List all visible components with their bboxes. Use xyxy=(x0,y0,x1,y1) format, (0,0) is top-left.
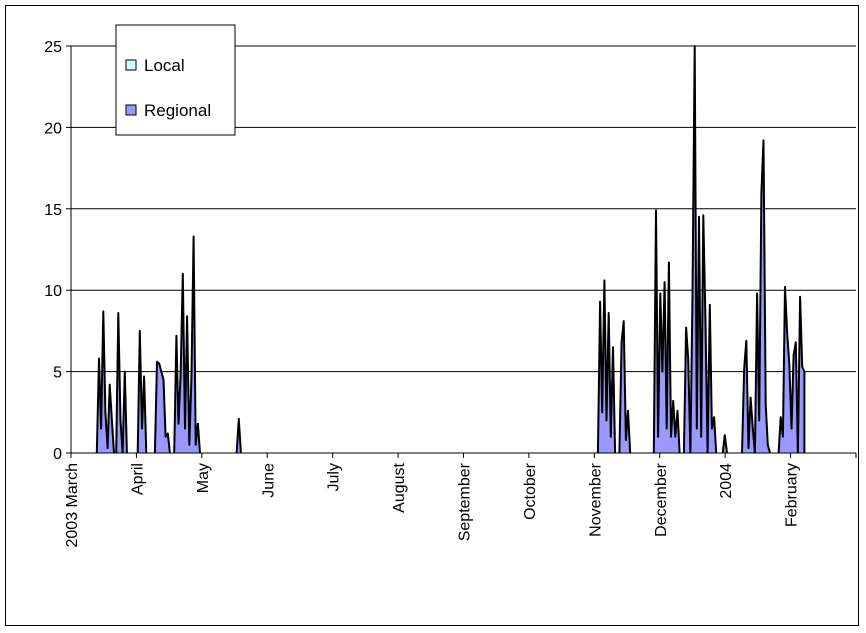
regional-line xyxy=(796,295,806,454)
area-chart: 0 5 10 15 20 25 2003 March April May June July Aug… xyxy=(44,24,857,548)
x-tick-label: July xyxy=(326,463,343,491)
x-tick-label: September xyxy=(457,462,474,541)
x-axis: 2003 March April May June July August Septembe… xyxy=(64,452,857,548)
x-tick-label: May xyxy=(195,463,212,493)
regional-area xyxy=(154,361,170,453)
regional-area xyxy=(96,311,114,453)
legend-swatch-local xyxy=(125,59,137,71)
regional-area xyxy=(797,296,805,453)
chart-frame: 0 5 10 15 20 25 2003 March April May June July Aug… xyxy=(5,5,859,626)
regional-area xyxy=(754,140,770,453)
legend: Local Regional xyxy=(115,24,236,136)
legend-box xyxy=(115,24,236,136)
regional-line xyxy=(721,434,728,454)
legend-label-regional: Regional xyxy=(144,101,211,120)
x-tick-label: November xyxy=(587,462,604,536)
regional-line xyxy=(95,310,115,454)
legend-label-local: Local xyxy=(144,56,185,75)
plot-area xyxy=(95,45,806,454)
y-axis: 0 5 10 15 20 25 xyxy=(44,39,72,463)
regional-line xyxy=(753,139,771,454)
y-tick-label: 10 xyxy=(44,283,62,300)
x-tick-label: December xyxy=(653,462,670,536)
regional-line xyxy=(115,312,124,454)
regional-line xyxy=(652,209,681,454)
x-tick-label: 2004 xyxy=(718,463,735,499)
regional-line xyxy=(682,326,692,454)
regional-line xyxy=(618,320,632,454)
x-tick-label: August xyxy=(391,462,408,512)
legend-swatch-regional xyxy=(125,104,137,116)
regional-line xyxy=(136,329,148,454)
x-tick-label: February xyxy=(784,463,801,527)
x-tick-label: October xyxy=(522,462,539,520)
regional-line xyxy=(741,339,756,454)
x-tick-label: April xyxy=(129,463,146,495)
regional-line xyxy=(121,370,128,454)
regional-line xyxy=(689,45,709,454)
x-tick-label: 2003 March xyxy=(64,463,81,548)
regional-line xyxy=(596,279,617,454)
regional-line xyxy=(173,235,201,454)
regional-line xyxy=(706,303,718,454)
regional-line xyxy=(235,417,242,454)
regional-line xyxy=(153,360,171,454)
y-tick-label: 25 xyxy=(44,39,62,56)
x-tick-label: June xyxy=(260,463,277,498)
regional-area xyxy=(597,280,616,453)
y-tick-label: 20 xyxy=(44,120,62,137)
y-tick-label: 5 xyxy=(53,365,62,382)
regional-area xyxy=(653,210,680,453)
regional-line xyxy=(777,285,799,454)
y-tick-label: 0 xyxy=(53,446,62,463)
y-tick-label: 15 xyxy=(44,202,62,219)
